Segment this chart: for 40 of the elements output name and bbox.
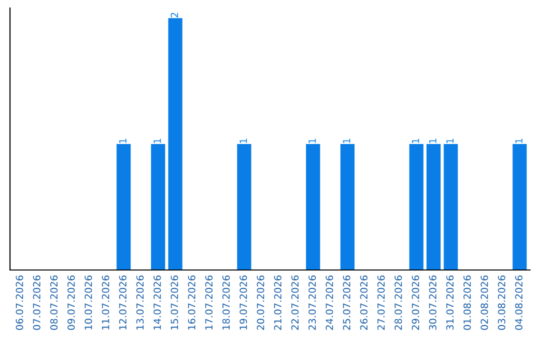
- data-label: 1: [446, 138, 454, 143]
- x-tick-label: 03.08.2026: [498, 275, 506, 330]
- data-label: 1: [308, 138, 316, 143]
- x-tick-label: 06.07.2026: [16, 275, 24, 330]
- x-tick-label: 18.07.2026: [222, 275, 230, 330]
- x-tick-label: 16.07.2026: [188, 275, 196, 330]
- x-tick-label: 17.07.2026: [205, 275, 213, 330]
- data-label: 1: [119, 138, 126, 143]
- x-tick-label: 25.07.2026: [342, 275, 350, 330]
- x-tick-label: 21.07.2026: [274, 275, 282, 330]
- x-tick-label: 24.07.2026: [326, 275, 334, 330]
- data-label: 1: [343, 138, 350, 143]
- x-tick-label: 10.07.2026: [84, 275, 92, 330]
- x-tick-label: 07.07.2026: [33, 275, 40, 330]
- x-tick-label: 27.07.2026: [377, 275, 385, 330]
- x-tick-label: 19.07.2026: [240, 275, 247, 330]
- x-tick-label: 15.07.2026: [170, 275, 178, 330]
- data-label: 1: [515, 138, 522, 143]
- x-tick-label: 31.07.2026: [446, 275, 454, 330]
- x-tick-label: 29.07.2026: [412, 275, 420, 330]
- x-tick-label: 23.07.2026: [308, 275, 316, 330]
- x-tick-label: 26.07.2026: [360, 275, 368, 330]
- x-tick-label: 28.07.2026: [394, 275, 402, 330]
- data-label: 1: [240, 138, 247, 143]
- x-tick-label: 11.07.2026: [102, 275, 110, 330]
- data-label: 1: [429, 138, 436, 143]
- data-label: 2: [170, 12, 178, 18]
- x-tick-label: 08.07.2026: [50, 275, 58, 330]
- data-label: 1: [154, 138, 161, 143]
- x-tick-label: 30.07.2026: [429, 275, 436, 330]
- x-tick-label: 20.07.2026: [256, 275, 264, 330]
- x-tick-label: 09.07.2026: [67, 275, 75, 330]
- x-tick-label: 22.07.2026: [291, 275, 299, 330]
- x-tick-label: 12.07.2026: [119, 275, 126, 330]
- x-tick-label: 04.08.2026: [515, 275, 522, 330]
- x-tick-label: 02.08.2026: [480, 275, 488, 330]
- data-label: 1: [412, 138, 420, 143]
- x-tick-label: 01.08.2026: [463, 275, 471, 330]
- x-tick-label: 13.07.2026: [136, 275, 144, 330]
- x-tick-label: 14.07.2026: [154, 275, 161, 330]
